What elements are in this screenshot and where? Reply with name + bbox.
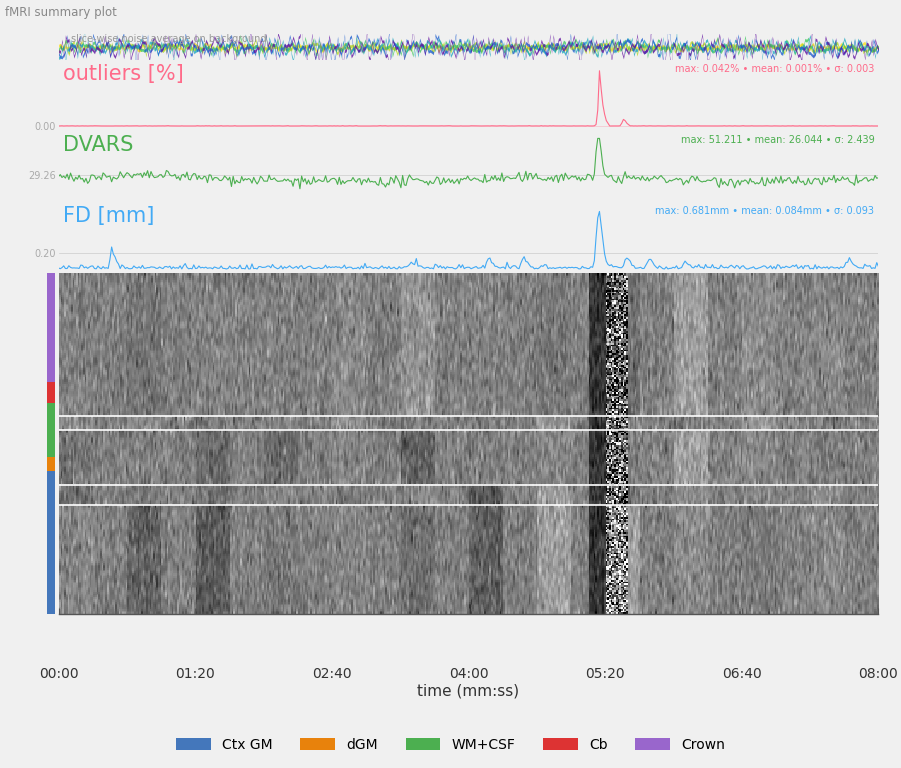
Bar	[47, 471, 55, 614]
Text: max: 0.042% • mean: 0.001% • σ: 0.003: max: 0.042% • mean: 0.001% • σ: 0.003	[675, 64, 874, 74]
Text: FD [mm]: FD [mm]	[63, 206, 154, 226]
Bar	[47, 273, 55, 382]
Text: outliers [%]: outliers [%]	[63, 64, 184, 84]
Text: slice-wise noise average on background: slice-wise noise average on background	[71, 34, 267, 44]
Bar	[47, 402, 55, 457]
X-axis label: time (mm:ss): time (mm:ss)	[417, 684, 520, 699]
Legend: Ctx GM, dGM, WM+CSF, Cb, Crown: Ctx GM, dGM, WM+CSF, Cb, Crown	[170, 732, 731, 757]
Text: max: 51.211 • mean: 26.044 • σ: 2.439: max: 51.211 • mean: 26.044 • σ: 2.439	[680, 135, 874, 145]
Text: DVARS: DVARS	[63, 135, 133, 155]
Text: fMRI summary plot: fMRI summary plot	[5, 6, 116, 19]
Bar	[47, 457, 55, 471]
Bar	[47, 382, 55, 402]
Text: max: 0.681mm • mean: 0.084mm • σ: 0.093: max: 0.681mm • mean: 0.084mm • σ: 0.093	[655, 206, 874, 216]
